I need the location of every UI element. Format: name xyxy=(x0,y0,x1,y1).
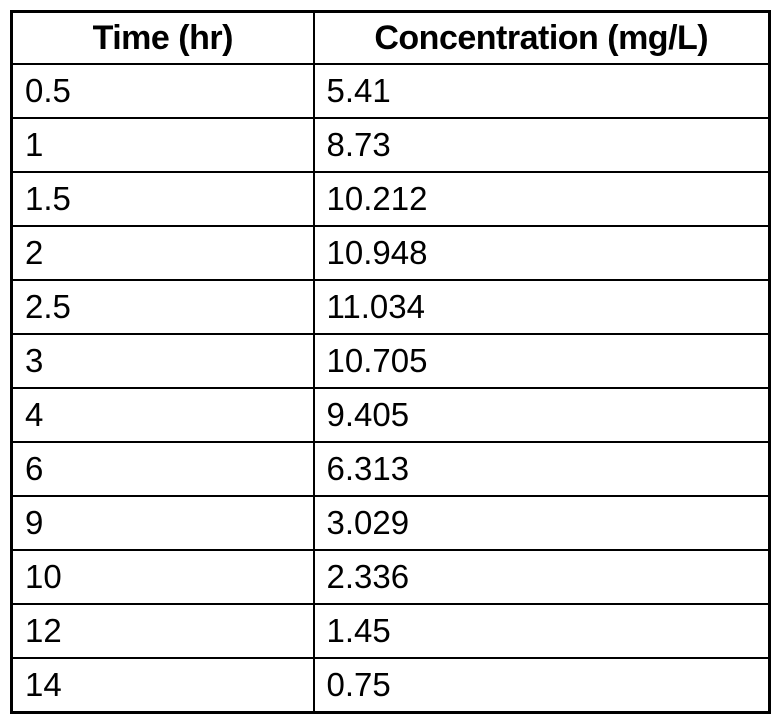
header-row: Time (hr) Concentration (mg/L) xyxy=(10,10,771,65)
time-cell: 12 xyxy=(10,603,315,659)
concentration-cell: 0.75 xyxy=(312,657,771,714)
time-cell: 14 xyxy=(10,657,315,714)
table-row: 14 0.75 xyxy=(10,657,771,714)
concentration-cell: 2.336 xyxy=(312,549,771,605)
table-row: 2.5 11.034 xyxy=(10,279,771,335)
table-row: 0.5 5.41 xyxy=(10,63,771,119)
concentration-cell: 10.705 xyxy=(312,333,771,389)
table-row: 9 3.029 xyxy=(10,495,771,551)
time-column-header: Time (hr) xyxy=(10,10,315,65)
time-cell: 2.5 xyxy=(10,279,315,335)
table-row: 10 2.336 xyxy=(10,549,771,605)
concentration-table: Time (hr) Concentration (mg/L) 0.5 5.41 1 8… xyxy=(10,10,771,714)
table-header: Time (hr) Concentration (mg/L) xyxy=(10,10,771,65)
table-row: 1.5 10.212 xyxy=(10,171,771,227)
table-row: 2 10.948 xyxy=(10,225,771,281)
time-cell: 6 xyxy=(10,441,315,497)
concentration-cell: 10.948 xyxy=(312,225,771,281)
time-cell: 1.5 xyxy=(10,171,315,227)
time-cell: 4 xyxy=(10,387,315,443)
table-row: 1 8.73 xyxy=(10,117,771,173)
time-cell: 2 xyxy=(10,225,315,281)
concentration-cell: 10.212 xyxy=(312,171,771,227)
time-cell: 3 xyxy=(10,333,315,389)
concentration-cell: 3.029 xyxy=(312,495,771,551)
table-body: 0.5 5.41 1 8.73 1.5 10.212 2 10.948 2.5 11.034 3 10… xyxy=(10,63,771,714)
concentration-cell: 9.405 xyxy=(312,387,771,443)
table-row: 4 9.405 xyxy=(10,387,771,443)
concentration-cell: 6.313 xyxy=(312,441,771,497)
time-cell: 0.5 xyxy=(10,63,315,119)
time-cell: 9 xyxy=(10,495,315,551)
concentration-cell: 11.034 xyxy=(312,279,771,335)
table-row: 6 6.313 xyxy=(10,441,771,497)
concentration-column-header: Concentration (mg/L) xyxy=(312,10,771,65)
time-cell: 10 xyxy=(10,549,315,605)
table-row: 12 1.45 xyxy=(10,603,771,659)
concentration-cell: 5.41 xyxy=(312,63,771,119)
concentration-cell: 1.45 xyxy=(312,603,771,659)
time-cell: 1 xyxy=(10,117,315,173)
concentration-cell: 8.73 xyxy=(312,117,771,173)
table-row: 3 10.705 xyxy=(10,333,771,389)
